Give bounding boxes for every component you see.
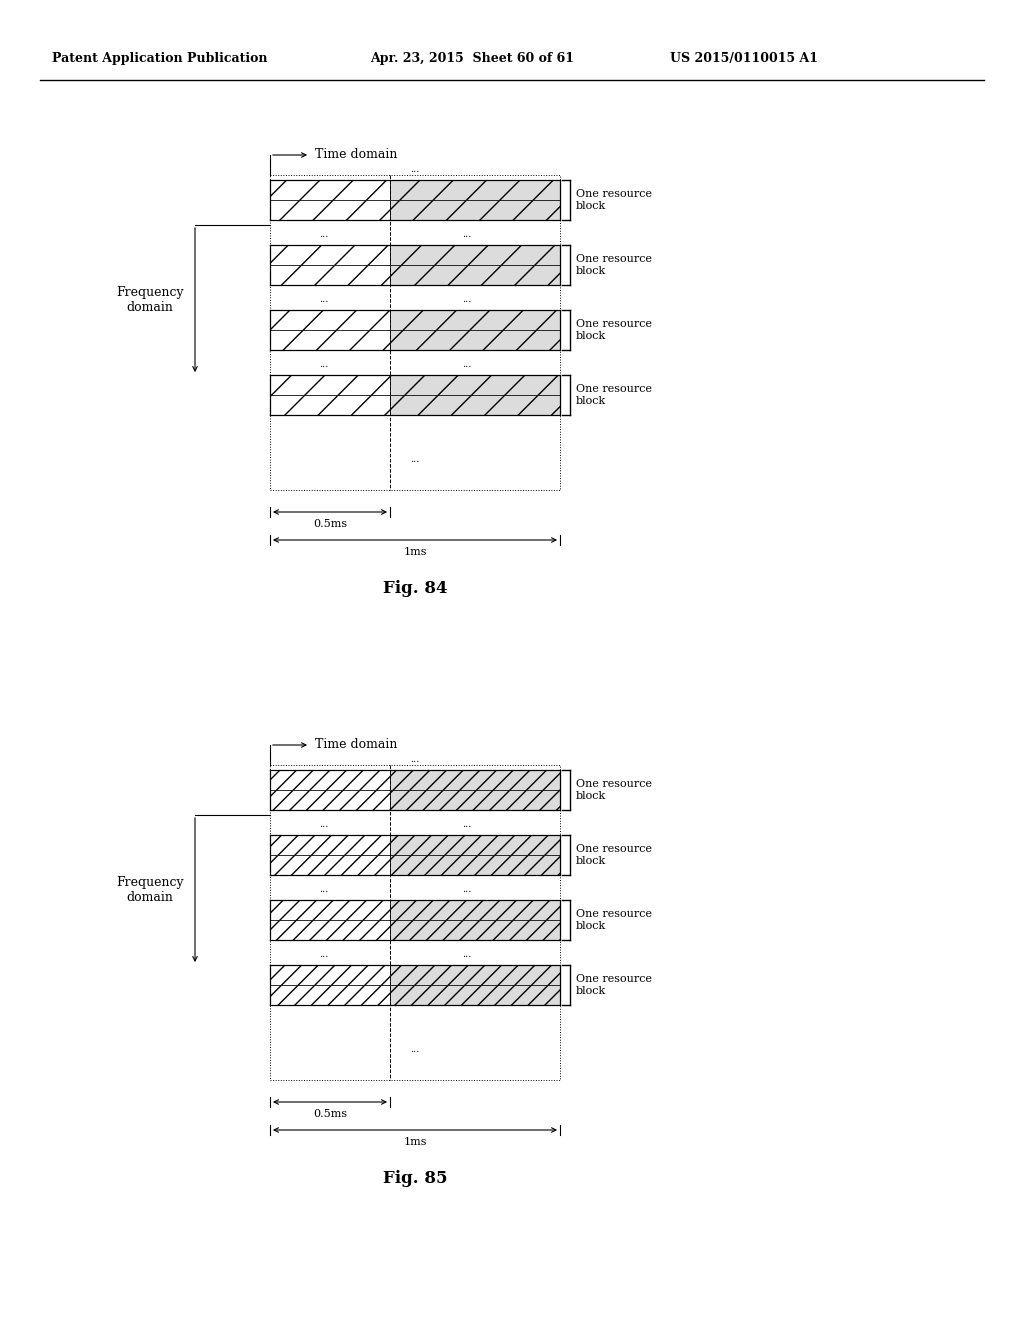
Bar [270,789,390,810]
Bar [270,201,390,220]
Text: ...: ... [462,950,471,960]
Text: 0.5ms: 0.5ms [313,519,347,529]
Text: 1ms: 1ms [403,1137,427,1147]
Text: Time domain: Time domain [315,738,397,751]
Bar [270,855,390,875]
Text: One resource
block: One resource block [575,189,652,211]
Text: ...: ... [462,884,471,894]
Text: One resource
block: One resource block [575,384,652,405]
Bar [390,330,560,350]
Bar [270,310,390,330]
Text: Patent Application Publication: Patent Application Publication [52,51,267,65]
Bar [270,265,390,285]
Bar [270,375,390,395]
Bar [270,766,560,1080]
Bar [390,201,560,220]
Text: ...: ... [319,360,329,370]
Bar [270,900,390,920]
Text: One resource
block: One resource block [575,909,652,931]
Bar [390,375,560,395]
Text: ...: ... [319,820,329,829]
Bar [270,770,390,789]
Bar [390,985,560,1005]
Text: ...: ... [319,884,329,894]
Text: One resource
block: One resource block [575,319,652,341]
Text: 1ms: 1ms [403,546,427,557]
Bar [390,180,560,201]
Text: One resource
block: One resource block [575,779,652,801]
Text: ...: ... [411,455,420,465]
Text: ...: ... [462,360,471,370]
Text: One resource
block: One resource block [575,255,652,276]
Bar [390,395,560,414]
Text: ...: ... [411,1045,420,1055]
Text: Time domain: Time domain [315,149,397,161]
Bar [390,770,560,789]
Text: One resource
block: One resource block [575,974,652,995]
Bar [390,920,560,940]
Bar [390,789,560,810]
Text: Fig. 84: Fig. 84 [383,579,447,597]
Bar [270,246,390,265]
Text: ...: ... [462,820,471,829]
Bar [270,985,390,1005]
Text: One resource
block: One resource block [575,845,652,866]
Bar [390,265,560,285]
Bar [390,965,560,985]
Bar [270,330,390,350]
Bar [270,920,390,940]
Text: ...: ... [462,294,471,304]
Bar [270,180,390,201]
Text: ...: ... [319,294,329,304]
Text: Frequency
domain: Frequency domain [116,286,184,314]
Text: ...: ... [411,755,420,764]
Bar [390,900,560,920]
Text: US 2015/0110015 A1: US 2015/0110015 A1 [670,51,818,65]
Bar [270,176,560,490]
Bar [390,855,560,875]
Text: ...: ... [411,165,420,174]
Bar [270,965,390,985]
Bar [390,836,560,855]
Text: Frequency
domain: Frequency domain [116,876,184,904]
Bar [270,836,390,855]
Bar [390,246,560,265]
Text: ...: ... [462,230,471,239]
Text: 0.5ms: 0.5ms [313,1109,347,1119]
Text: Apr. 23, 2015  Sheet 60 of 61: Apr. 23, 2015 Sheet 60 of 61 [370,51,574,65]
Text: ...: ... [319,230,329,239]
Text: Fig. 85: Fig. 85 [383,1170,447,1187]
Bar [270,395,390,414]
Bar [390,310,560,330]
Text: ...: ... [319,950,329,960]
